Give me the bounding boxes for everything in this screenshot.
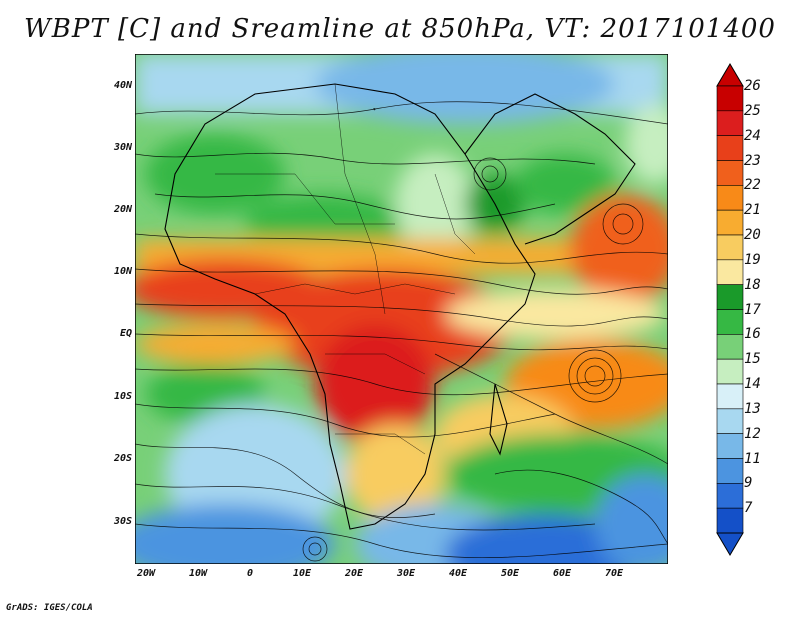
colorbar-swatch bbox=[716, 284, 744, 310]
lat-tick-label: 10S bbox=[113, 391, 132, 402]
colorbar-label: 20 bbox=[744, 227, 761, 243]
colorbar bbox=[716, 63, 744, 556]
colorbar-label: 19 bbox=[744, 251, 761, 268]
colorbar-swatch bbox=[716, 483, 744, 509]
lat-tick-label: 30S bbox=[113, 516, 132, 527]
map-panel bbox=[135, 54, 668, 564]
lon-tick-label: 50E bbox=[500, 568, 520, 579]
colorbar-swatch bbox=[716, 135, 744, 161]
colorbar-label: 25 bbox=[744, 102, 761, 119]
colorbar-swatch bbox=[716, 160, 744, 186]
colorbar-max-arrow bbox=[716, 63, 744, 87]
lon-tick-label: 10E bbox=[292, 568, 312, 579]
lat-tick-label: 40N bbox=[113, 80, 132, 91]
colorbar-label: 14 bbox=[744, 376, 761, 392]
lat-tick-label: 30N bbox=[113, 142, 132, 153]
colorbar-swatch bbox=[716, 259, 744, 285]
credit-text: GrADS: IGES/COLA bbox=[6, 603, 93, 613]
lon-tick-label: 60E bbox=[552, 568, 572, 579]
colorbar-label: 9 bbox=[744, 475, 753, 492]
colorbar-label: 24 bbox=[744, 127, 761, 144]
colorbar-swatch bbox=[716, 383, 744, 410]
colorbar-swatch bbox=[716, 334, 744, 360]
colorbar-label: 15 bbox=[744, 351, 761, 368]
lon-tick-label: 0 bbox=[246, 568, 254, 579]
colorbar-label: 22 bbox=[744, 177, 761, 194]
colorbar-swatch bbox=[716, 185, 744, 211]
lon-tick-label: 30E bbox=[396, 568, 416, 579]
colorbar-swatch bbox=[716, 433, 744, 459]
colorbar-swatch bbox=[716, 507, 744, 534]
lat-tick-label: 20S bbox=[113, 453, 132, 464]
colorbar-swatch bbox=[716, 234, 744, 261]
lon-tick-label: 20E bbox=[344, 568, 364, 579]
chart-title: WBPT [C] and Sreamline at 850hPa, VT: 20… bbox=[24, 14, 776, 44]
colorbar-label: 18 bbox=[744, 276, 761, 293]
colorbar-swatch bbox=[716, 110, 744, 136]
colorbar-label: 21 bbox=[744, 202, 761, 219]
colorbar-label: 16 bbox=[744, 326, 761, 343]
colorbar-min-arrow bbox=[716, 532, 744, 556]
colorbar-swatch bbox=[716, 458, 744, 484]
lat-tick-label: 10N bbox=[113, 266, 132, 277]
colorbar-swatch bbox=[716, 358, 744, 385]
streamlines bbox=[135, 101, 668, 562]
lon-tick-label: 40E bbox=[448, 568, 468, 579]
colorbar-label: 13 bbox=[744, 400, 761, 417]
colorbar-swatch bbox=[716, 408, 744, 434]
colorbar-label: 23 bbox=[744, 152, 761, 169]
lon-tick-label: 20W bbox=[136, 568, 156, 579]
colorbar-label: 7 bbox=[744, 500, 753, 517]
colorbar-swatch bbox=[716, 209, 744, 236]
coastlines bbox=[164, 83, 636, 530]
colorbar-label: 11 bbox=[744, 450, 761, 467]
lat-tick-label: 20N bbox=[113, 204, 132, 215]
colorbar-label: 12 bbox=[744, 425, 761, 442]
borders bbox=[215, 83, 476, 455]
lat-tick-label: EQ bbox=[119, 328, 132, 339]
colorbar-label: 17 bbox=[744, 301, 761, 318]
lon-tick-label: 10W bbox=[188, 568, 208, 579]
colorbar-swatch bbox=[716, 309, 744, 335]
colorbar-label: 26 bbox=[744, 78, 761, 94]
colorbar-swatch bbox=[716, 85, 744, 112]
lon-tick-label: 70E bbox=[604, 568, 624, 579]
